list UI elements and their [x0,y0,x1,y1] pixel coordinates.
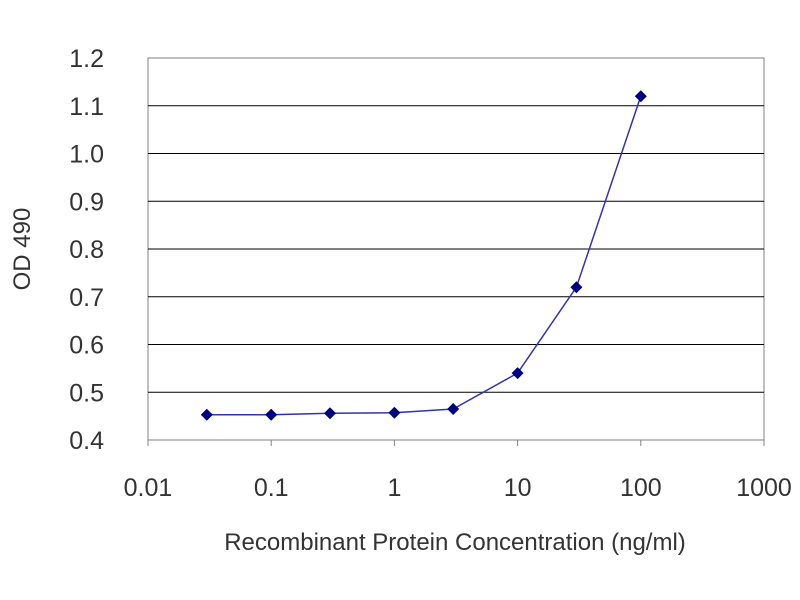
y-tick-label: 1.0 [69,141,104,169]
data-points [200,90,647,421]
y-tick-label: 0.8 [69,236,104,264]
data-point [634,90,647,103]
data-point [570,281,583,294]
y-tick-label: 0.4 [69,427,104,455]
x-axis-ticks [147,440,765,446]
y-tick-label: 0.6 [69,332,104,360]
x-tick-label: 0.1 [254,474,289,502]
x-tick-label: 1000 [736,474,792,502]
data-point [200,408,213,421]
y-tick-label: 0.7 [69,284,104,312]
y-axis-title: OD 490 [9,208,36,291]
gridlines [148,105,764,393]
data-point [265,408,278,421]
x-tick-label: 1 [387,474,401,502]
x-tick-label: 0.01 [124,474,173,502]
data-point [388,406,401,419]
x-axis-tick-labels: 0.01 0.1 1 10 100 1000 [124,474,792,502]
x-tick-label: 10 [504,474,532,502]
y-tick-label: 1.1 [69,93,104,121]
series-line [206,95,642,416]
data-point [447,402,460,415]
y-axis-tick-labels: 0.4 0.5 0.6 0.7 0.8 0.9 1.0 1.1 1.2 [69,45,104,455]
x-axis-title: Recombinant Protein Concentration (ng/ml… [224,529,686,556]
data-point [511,367,524,380]
y-tick-label: 1.2 [69,45,104,73]
data-point [323,407,336,420]
y-tick-label: 0.5 [69,379,104,407]
y-tick-label: 0.9 [69,188,104,216]
x-tick-label: 100 [620,474,662,502]
